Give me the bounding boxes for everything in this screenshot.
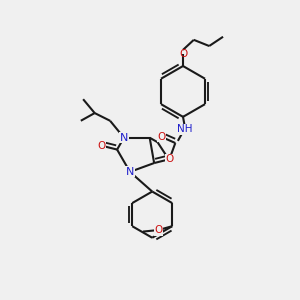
- Text: N: N: [126, 167, 134, 177]
- Text: N: N: [120, 133, 128, 143]
- Text: O: O: [154, 225, 163, 235]
- Text: O: O: [98, 141, 106, 151]
- Text: O: O: [179, 49, 187, 59]
- Text: NH: NH: [177, 124, 192, 134]
- Text: O: O: [165, 154, 174, 164]
- Text: O: O: [157, 132, 166, 142]
